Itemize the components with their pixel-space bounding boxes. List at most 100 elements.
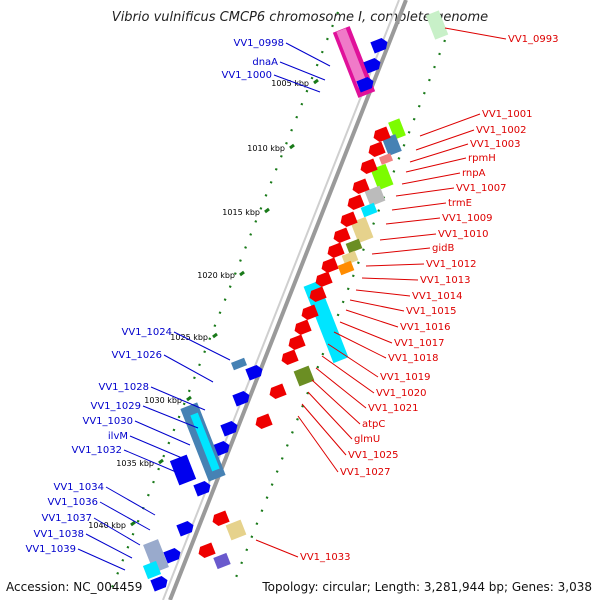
plus-leader-line: [273, 74, 321, 93]
gene-block-magenta-light: [336, 28, 368, 88]
minus-leader-line: [311, 379, 361, 425]
minus-leader-line: [379, 233, 437, 241]
accession-text: Accession: NC_004459: [6, 580, 143, 594]
gene-block-cyan-long: [303, 280, 349, 364]
plus-leader-line: [134, 420, 191, 446]
minus-gene-label: atpC: [362, 419, 385, 430]
gene-arrow-red: [198, 542, 216, 559]
plus-gene-label: VV1_1034: [54, 482, 105, 493]
plus-gene-label: VV1_0998: [234, 38, 285, 49]
gene-arrow-red: [368, 141, 386, 158]
minus-leader-line: [405, 157, 467, 173]
gene-block-khaki: [225, 519, 247, 541]
gene-arrow-blue: [356, 76, 374, 93]
gene-arrow-blue: [245, 364, 263, 381]
minus-leader-line: [409, 143, 469, 163]
minus-gene-label: VV1_1025: [348, 450, 399, 461]
minus-gene-label: VV1_1007: [456, 183, 507, 194]
tick-label: 1020 kbp: [197, 271, 235, 280]
gene-block-olive: [293, 365, 315, 387]
outer-dotted-track: [106, 11, 340, 599]
minus-leader-line: [321, 355, 375, 394]
gene-block-mixed: [143, 539, 169, 573]
gene-arrow-red: [212, 510, 230, 527]
gene-arrow-red: [321, 257, 339, 274]
plus-leader-line: [105, 486, 156, 516]
minus-gene-label: VV1_1027: [340, 467, 391, 478]
gene-block-slate: [213, 552, 231, 570]
plus-gene-label: dnaA: [252, 57, 278, 68]
gene-block-gray: [364, 185, 386, 207]
plus-gene-label: VV1_1037: [42, 513, 93, 524]
gene-arrow-red: [340, 211, 358, 228]
gene-arrow-red: [281, 349, 299, 366]
gene-block-lightgreen: [425, 10, 449, 40]
plus-gene-label: ilvM: [108, 431, 128, 442]
gene-block-olive: [345, 238, 363, 254]
tick-mark: [158, 458, 164, 465]
tick-mark: [264, 207, 270, 214]
minus-leader-line: [415, 129, 475, 151]
minus-gene-label: VV1_1020: [376, 388, 427, 399]
gene-arrow-red: [373, 126, 391, 143]
minus-leader-line: [333, 331, 387, 359]
minus-gene-label: VV1_1002: [476, 125, 527, 136]
minus-gene-label: glmU: [354, 434, 380, 445]
minus-gene-label: VV1_1003: [470, 139, 521, 150]
minus-leader-line: [301, 403, 347, 456]
gene-arrow-blue: [363, 57, 381, 74]
minus-leader-line: [401, 172, 461, 185]
gene-arrow-red: [288, 334, 306, 351]
minus-leader-line: [327, 343, 379, 378]
plus-leader-line: [285, 42, 331, 67]
gene-arrow-red: [347, 194, 365, 211]
minus-leader-line: [349, 299, 405, 312]
tick-label: 1010 kbp: [247, 144, 285, 153]
minus-gene-label: VV1_1015: [406, 306, 457, 317]
minus-gene-label: VV1_0993: [508, 34, 559, 45]
gene-arrow-red: [309, 286, 327, 303]
minus-leader-line: [419, 113, 481, 137]
gene-block-cyan: [360, 202, 378, 218]
gene-arrow-blue: [193, 480, 211, 497]
minus-leader-line: [395, 187, 455, 197]
minus-leader-line: [444, 27, 507, 40]
plus-gene-label: VV1_1036: [48, 497, 99, 508]
gene-block-steelblue: [231, 357, 247, 371]
minus-gene-label: trmE: [448, 198, 472, 209]
gene-block-cyan-thin: [190, 412, 220, 472]
plus-leader-line: [123, 449, 177, 473]
tick-mark: [239, 270, 245, 277]
minus-leader-line: [307, 391, 353, 440]
plus-leader-line: [77, 548, 126, 571]
minus-gene-label: VV1_1001: [482, 109, 533, 120]
minus-leader-line: [365, 263, 425, 267]
minus-gene-label: rnpA: [462, 168, 486, 179]
backbone-outer: [168, 0, 408, 600]
gene-arrow-blue: [150, 575, 168, 592]
plus-leader-line: [173, 331, 231, 361]
gene-block-green: [370, 163, 394, 191]
plus-leader-line: [93, 517, 141, 546]
minus-leader-line: [345, 309, 399, 328]
minus-leader-line: [339, 321, 393, 344]
gene-arrow-red: [315, 271, 333, 288]
tick-mark: [313, 78, 319, 85]
tick-label: 1030 kbp: [144, 396, 182, 405]
tick-mark: [130, 520, 136, 527]
backbone-inner: [162, 0, 400, 600]
plus-leader-line: [85, 533, 133, 559]
minus-gene-label: VV1_1014: [412, 291, 463, 302]
tick-label: 1025 kbp: [170, 333, 208, 342]
topology-text: Topology: circular; Length: 3,281,944 bp…: [262, 580, 592, 594]
minus-leader-line: [361, 277, 419, 281]
minus-gene-label: gidB: [432, 243, 454, 254]
gene-arrow-blue: [370, 37, 388, 54]
gene-block-cyan: [142, 560, 162, 580]
plus-gene-label: VV1_1029: [91, 401, 142, 412]
minus-gene-label: VV1_1018: [388, 353, 439, 364]
plus-leader-line: [150, 386, 206, 411]
plus-leader-line: [142, 405, 199, 429]
gene-arrow-blue: [176, 520, 194, 537]
